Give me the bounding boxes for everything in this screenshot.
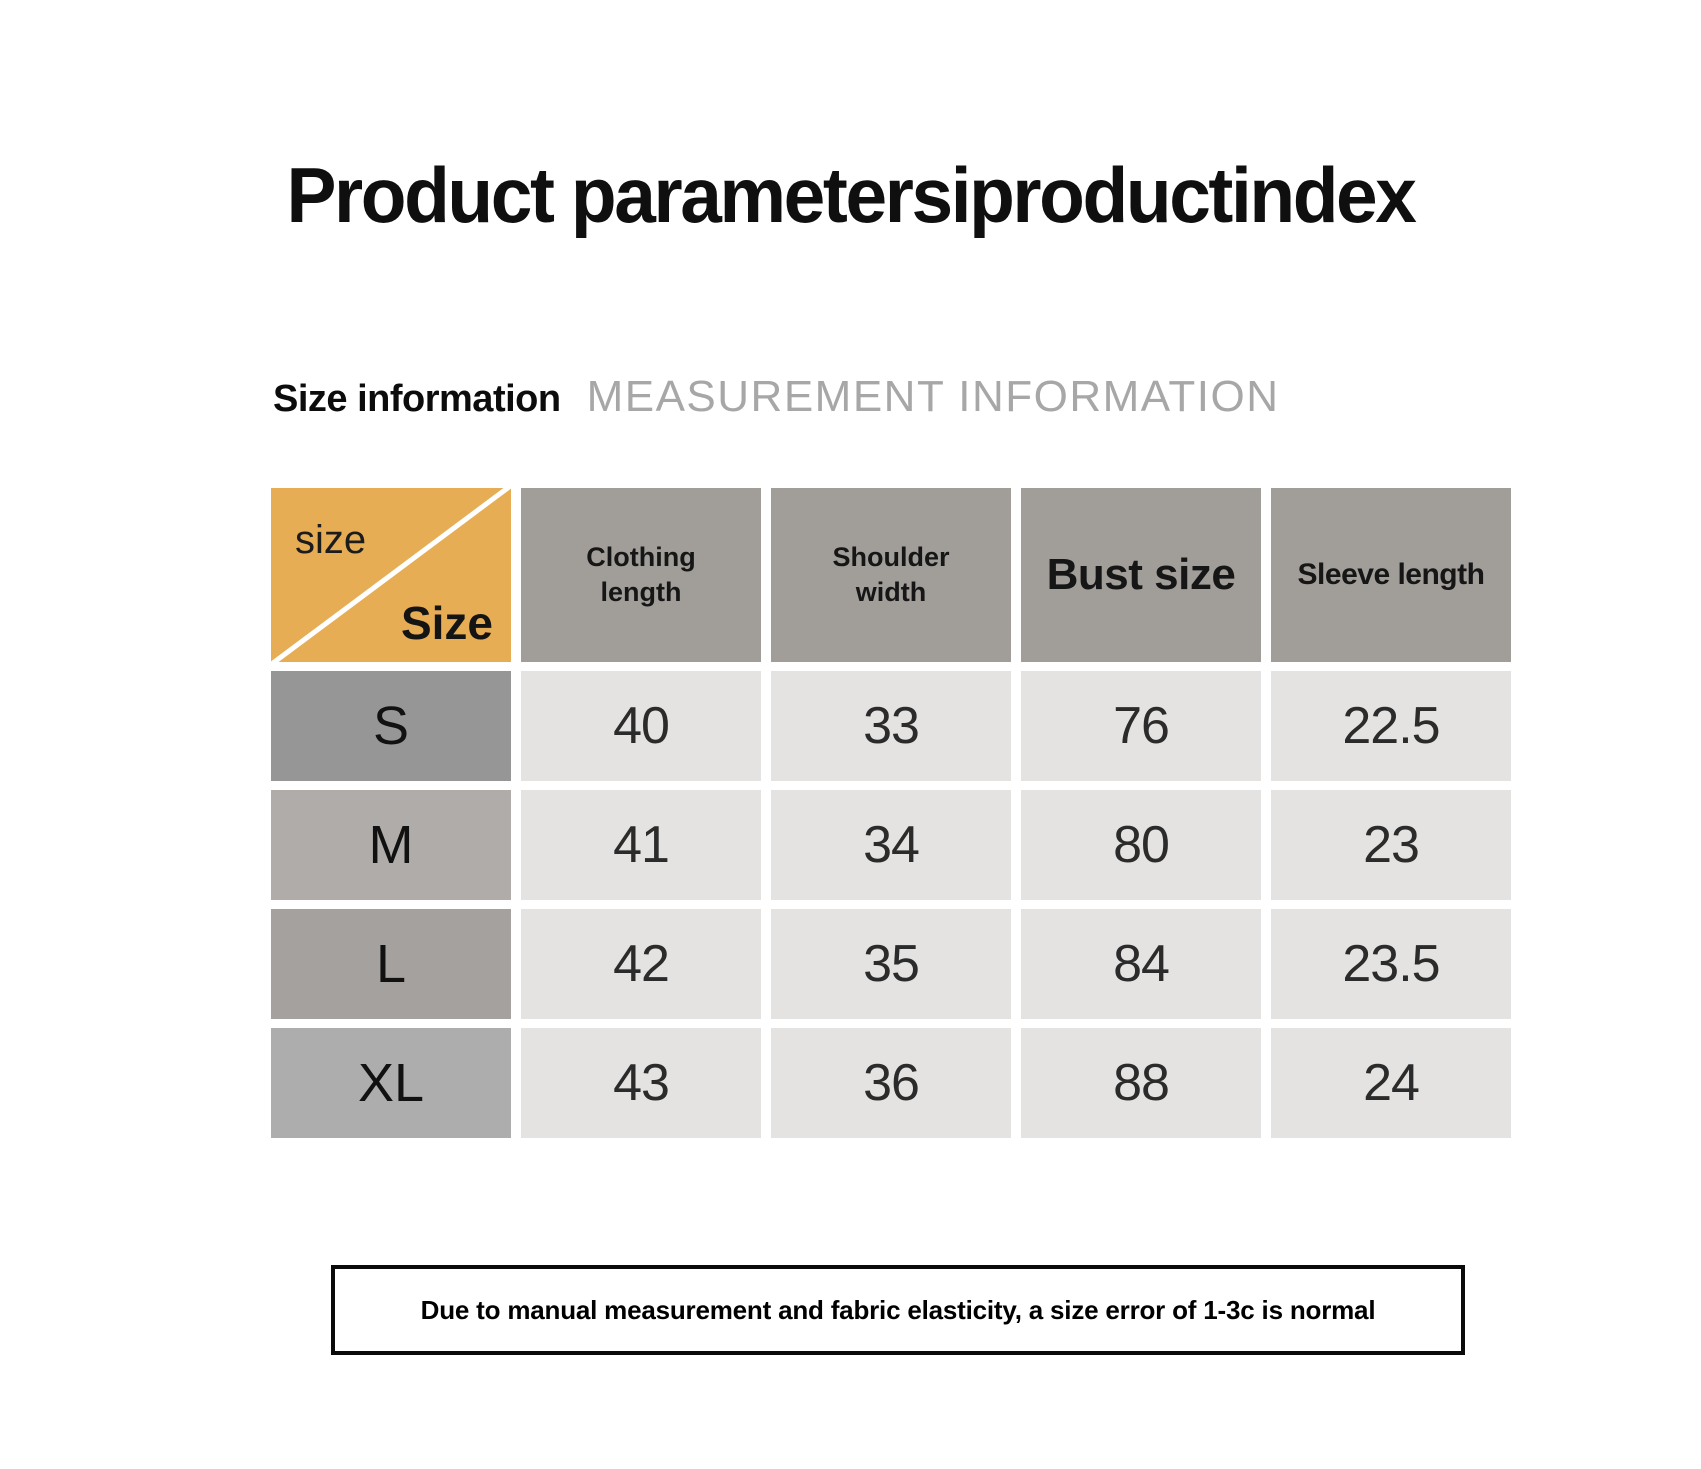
table-cell: 36: [771, 1028, 1011, 1138]
table-cell: 80: [1021, 790, 1261, 900]
column-header-label: Clothing length: [586, 541, 696, 607]
table-cell: 23.5: [1271, 909, 1511, 1019]
table-cell: 33: [771, 671, 1011, 781]
table-cell: 76: [1021, 671, 1261, 781]
diagonal-line: [271, 488, 511, 662]
measurement-note-box: Due to manual measurement and fabric ela…: [331, 1265, 1465, 1355]
corner-size-capital: Size: [400, 597, 493, 649]
section-heading-main: Size information: [273, 378, 561, 420]
table-cell: 23: [1271, 790, 1511, 900]
table-cell: 43: [521, 1028, 761, 1138]
table-cell: 35: [771, 909, 1011, 1019]
size-label-cell: XL: [271, 1028, 511, 1138]
corner-size-lowercase: size: [295, 518, 367, 562]
table-cell: 42: [521, 909, 761, 1019]
table-cell: 88: [1021, 1028, 1261, 1138]
table-cell: 22.5: [1271, 671, 1511, 781]
size-label-cell: M: [271, 790, 511, 900]
section-heading-sub: MEASUREMENT INFORMATION: [586, 372, 1280, 421]
page-title: Product parametersiproductindex: [286, 151, 1417, 239]
table-cell: 84: [1021, 909, 1261, 1019]
table-cell: 40: [521, 671, 761, 781]
table-cell: 41: [521, 790, 761, 900]
table-cell: 24: [1271, 1028, 1511, 1138]
column-header-shoulder-width: Shoulder width: [771, 488, 1011, 662]
size-label-cell: S: [271, 671, 511, 781]
column-header-sleeve-length: Sleeve length: [1271, 488, 1511, 662]
measurement-note-text: Due to manual measurement and fabric ela…: [420, 1294, 1376, 1325]
column-header-label: Shoulder width: [832, 541, 950, 607]
size-table: size Size Clothing length Shoulder width…: [271, 488, 1511, 1138]
column-header-bust-size: Bust size: [1021, 488, 1261, 662]
section-heading: Size information MEASUREMENT INFORMATION: [273, 372, 1279, 422]
corner-cell: size Size: [271, 488, 511, 662]
column-header-clothing-length: Clothing length: [521, 488, 761, 662]
size-label-cell: L: [271, 909, 511, 1019]
table-cell: 34: [771, 790, 1011, 900]
